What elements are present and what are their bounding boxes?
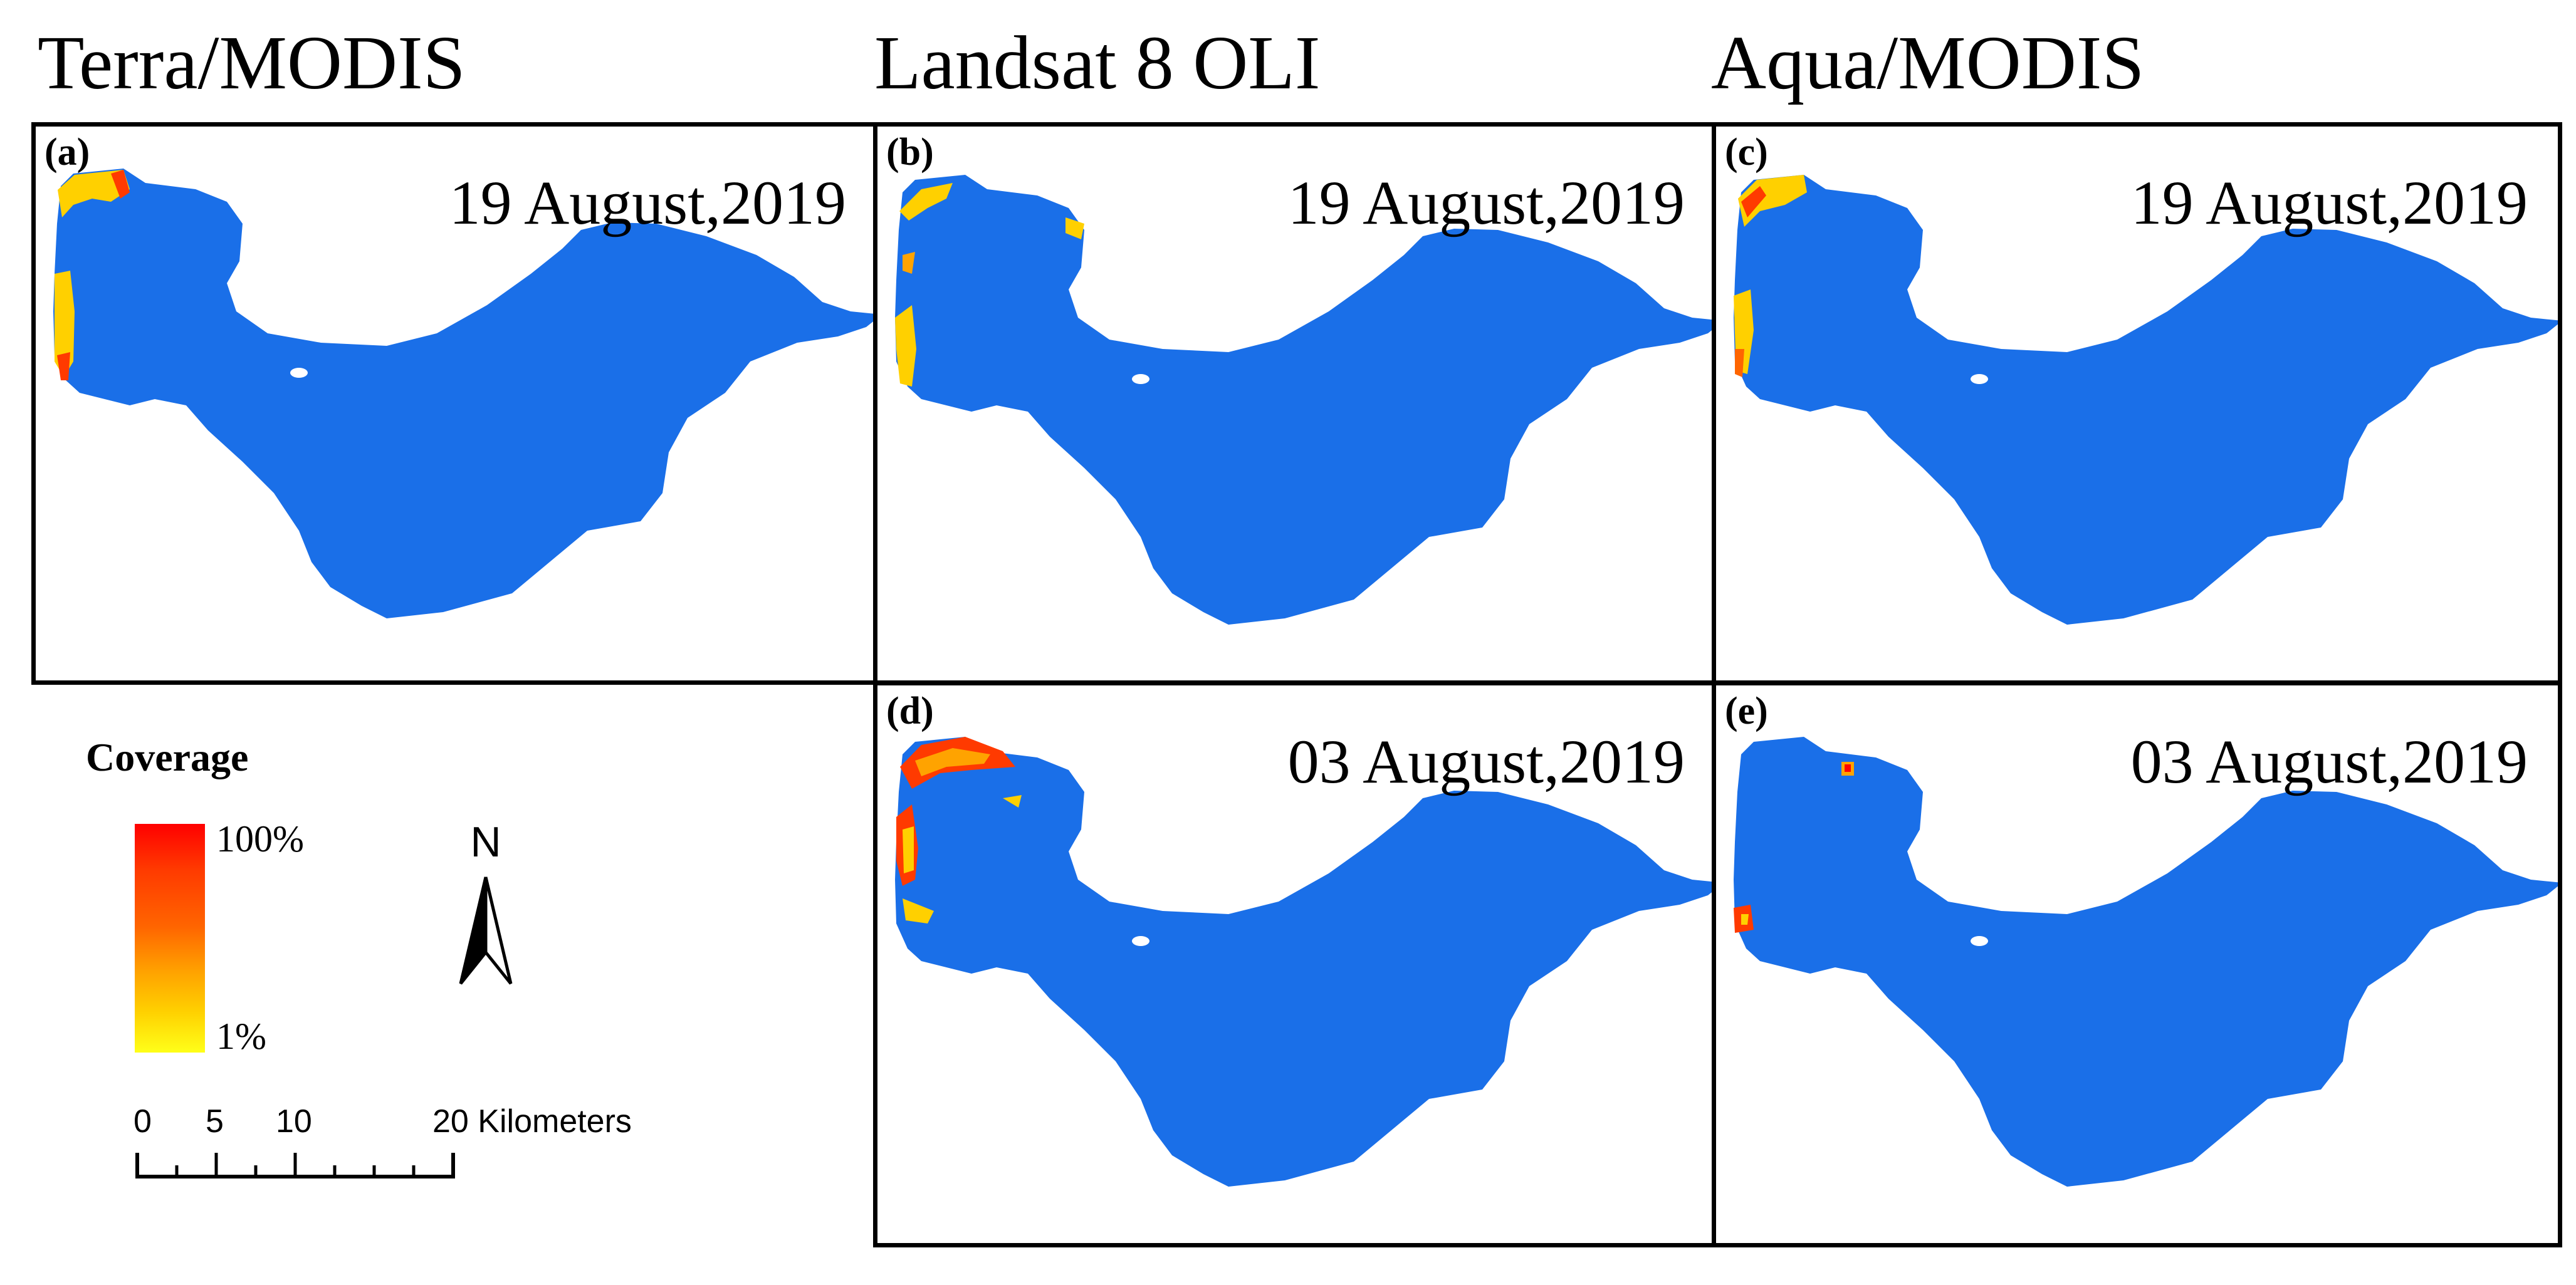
map-panel-a: (a) 19 August,2019 — [31, 122, 881, 685]
coverage-color-ramp — [135, 824, 205, 1053]
legend-min-label: 1% — [216, 1016, 266, 1057]
scale-label-20: 20 Kilometers — [432, 1103, 632, 1140]
map-panel-d: (d) 03 August,2019 — [873, 681, 1719, 1247]
scale-label-10: 10 — [276, 1103, 312, 1140]
panel-label-c: (c) — [1725, 131, 1768, 174]
legend-max-label: 100% — [216, 818, 304, 860]
lake-map-a — [53, 169, 876, 618]
scale-label-0: 0 — [134, 1103, 152, 1140]
lake-map-c — [1734, 175, 2558, 625]
legend-title: Coverage — [86, 735, 249, 779]
lake-map-e — [1734, 737, 2558, 1187]
column-title-terra-modis: Terra/MODIS — [38, 21, 466, 105]
north-arrow: N — [451, 818, 520, 1006]
map-panel-b: (b) 19 August,2019 — [873, 122, 1719, 685]
lake-map-d — [895, 737, 1715, 1187]
map-panel-e: (e) 03 August,2019 — [1712, 681, 2562, 1247]
panel-date-a: 19 August,2019 — [449, 168, 846, 237]
scale-bar — [135, 1153, 455, 1178]
panel-label-b: (b) — [886, 131, 934, 174]
column-title-landsat-8-oli: Landsat 8 OLI — [874, 21, 1321, 105]
lake-map-b — [895, 175, 1715, 625]
panel-date-d: 03 August,2019 — [1287, 727, 1685, 796]
panel-date-c: 19 August,2019 — [2130, 168, 2528, 237]
panel-date-b: 19 August,2019 — [1287, 168, 1685, 237]
map-panel-c: (c) 19 August,2019 — [1712, 122, 2562, 685]
scale-label-5: 5 — [206, 1103, 224, 1140]
panel-date-e: 03 August,2019 — [2130, 727, 2528, 796]
north-arrow-icon — [459, 877, 513, 985]
panel-label-e: (e) — [1725, 690, 1768, 732]
north-arrow-label: N — [470, 818, 501, 866]
panel-label-d: (d) — [886, 690, 934, 732]
panel-label-a: (a) — [45, 131, 90, 174]
column-title-aqua-modis: Aqua/MODIS — [1711, 21, 2145, 105]
